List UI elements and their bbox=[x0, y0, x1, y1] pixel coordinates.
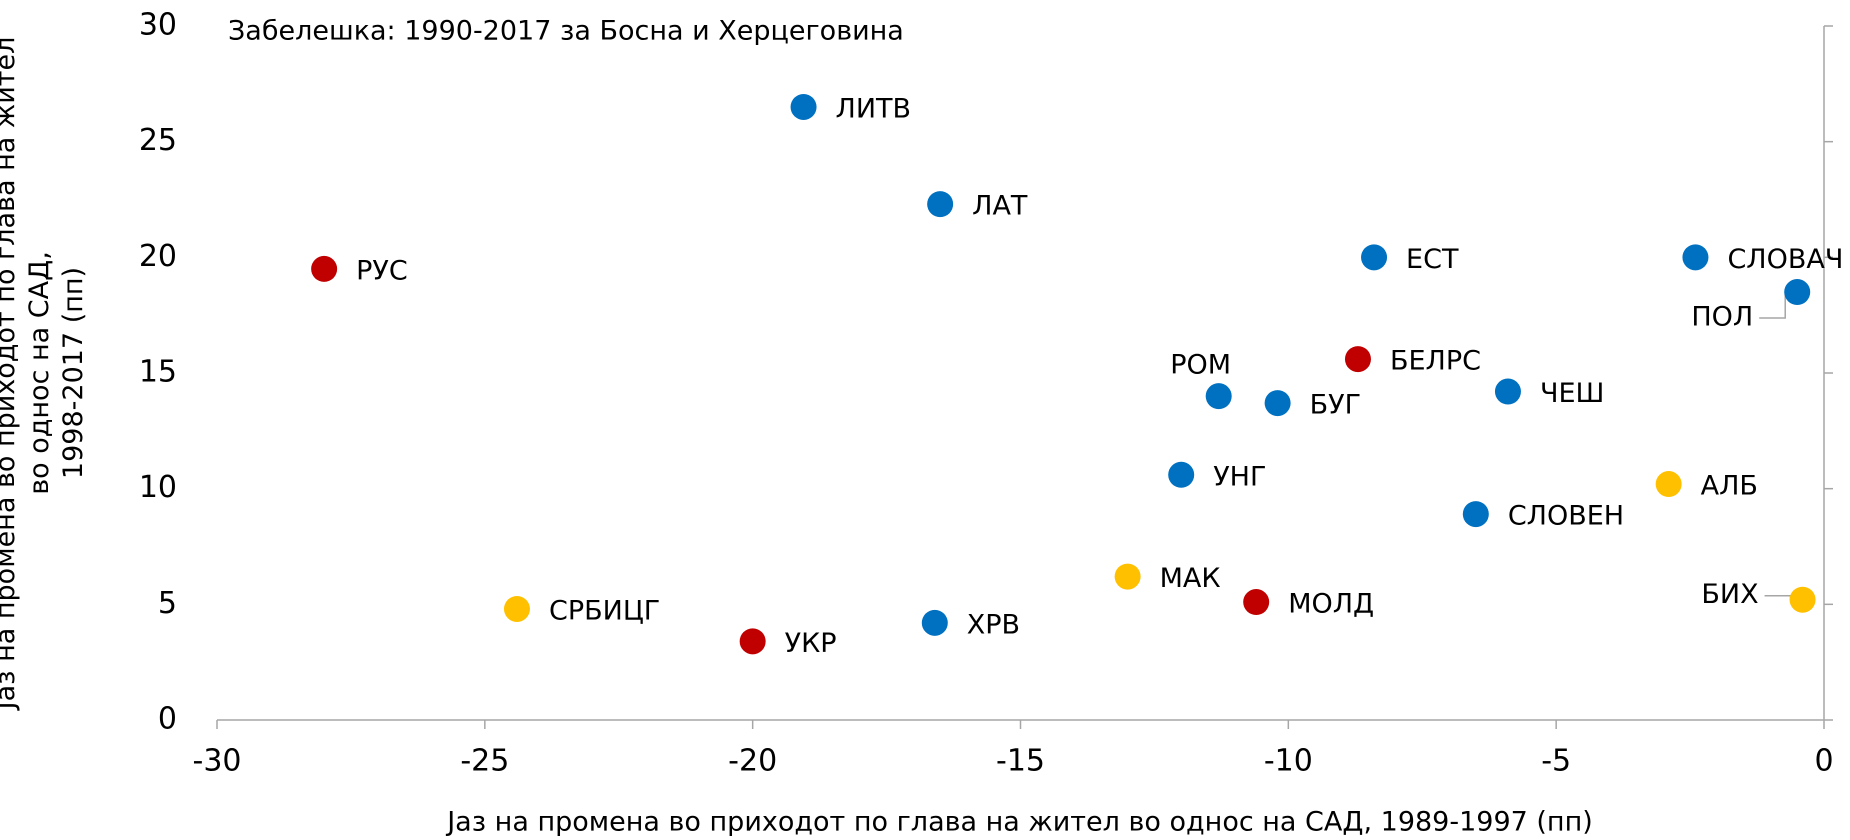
point bbox=[503, 595, 530, 622]
leader-line bbox=[1764, 594, 1792, 600]
y-tick-label: 5 bbox=[158, 586, 177, 621]
point bbox=[927, 191, 954, 218]
point-label: МОЛД bbox=[1288, 589, 1374, 620]
point-label: ЧЕШ bbox=[1540, 378, 1604, 409]
point-label: МАК bbox=[1160, 563, 1221, 594]
point-label: ХРВ bbox=[967, 609, 1020, 640]
point-label: ЕСТ bbox=[1406, 244, 1459, 275]
x-tick-label: -10 bbox=[1264, 744, 1313, 779]
point bbox=[1114, 563, 1141, 590]
point bbox=[739, 628, 766, 655]
x-tick-label: -20 bbox=[728, 744, 777, 779]
y-axis-title-line: Јаз на промена во приходот по глава на ж… bbox=[0, 37, 21, 712]
annotation: Забелешка: 1990-2017 за Босна и Херцегов… bbox=[228, 16, 904, 47]
point bbox=[1494, 378, 1521, 405]
x-tick-label: -15 bbox=[996, 744, 1045, 779]
point bbox=[1344, 346, 1371, 373]
point-label: СЛОВЕН bbox=[1508, 501, 1624, 532]
y-axis-title-line: 1998-2017 (пп) bbox=[58, 267, 89, 479]
point bbox=[1168, 461, 1195, 488]
point bbox=[1682, 244, 1709, 271]
leader-line bbox=[1759, 292, 1786, 319]
point bbox=[1361, 244, 1388, 271]
point-label: УНГ bbox=[1213, 461, 1266, 492]
x-tick-label: -25 bbox=[460, 744, 509, 779]
point-label: БИХ bbox=[1701, 579, 1758, 610]
x-axis-title: Јаз на промена во приходот по глава на ж… bbox=[445, 807, 1593, 838]
point-label: ПОЛ bbox=[1691, 302, 1753, 333]
point-label: ЛИТВ bbox=[836, 93, 912, 124]
point-label: РОМ bbox=[1170, 350, 1231, 381]
x-tick-label: 0 bbox=[1814, 744, 1833, 779]
point-label: СРБИЦГ bbox=[549, 595, 660, 626]
x-tick-label: -5 bbox=[1541, 744, 1571, 779]
y-axis-title-line: во однос на САД, bbox=[24, 251, 55, 495]
point bbox=[1784, 279, 1811, 306]
y-axis-title: Јаз на промена во приходот по глава на ж… bbox=[0, 37, 89, 712]
point bbox=[921, 609, 948, 636]
point-label: БЕЛРС bbox=[1390, 346, 1481, 377]
point-label: РУС bbox=[356, 255, 408, 286]
y-tick-label: 30 bbox=[139, 8, 177, 43]
point bbox=[311, 255, 338, 282]
y-tick-label: 15 bbox=[139, 355, 177, 390]
y-tick-label: 0 bbox=[158, 702, 177, 737]
point-label: АЛБ bbox=[1701, 471, 1758, 502]
point bbox=[1205, 383, 1232, 410]
y-tick-label: 20 bbox=[139, 239, 177, 274]
point bbox=[1264, 390, 1291, 417]
point-label: ЛАТ bbox=[972, 191, 1028, 222]
point bbox=[1462, 501, 1489, 528]
y-tick-label: 10 bbox=[139, 470, 177, 505]
point-label: УКР bbox=[785, 628, 837, 659]
point-label: БУГ bbox=[1310, 390, 1361, 421]
point-label: СЛОВАЧ bbox=[1727, 244, 1843, 275]
x-tick-label: -30 bbox=[193, 744, 242, 779]
point bbox=[1243, 589, 1270, 616]
point bbox=[1789, 586, 1816, 613]
point bbox=[790, 93, 817, 120]
y-tick-label: 25 bbox=[139, 123, 177, 158]
point bbox=[1655, 471, 1682, 498]
